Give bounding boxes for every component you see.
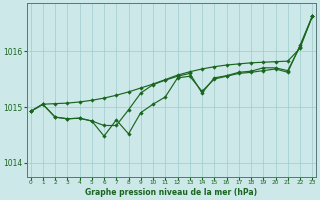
X-axis label: Graphe pression niveau de la mer (hPa): Graphe pression niveau de la mer (hPa) [85,188,258,197]
